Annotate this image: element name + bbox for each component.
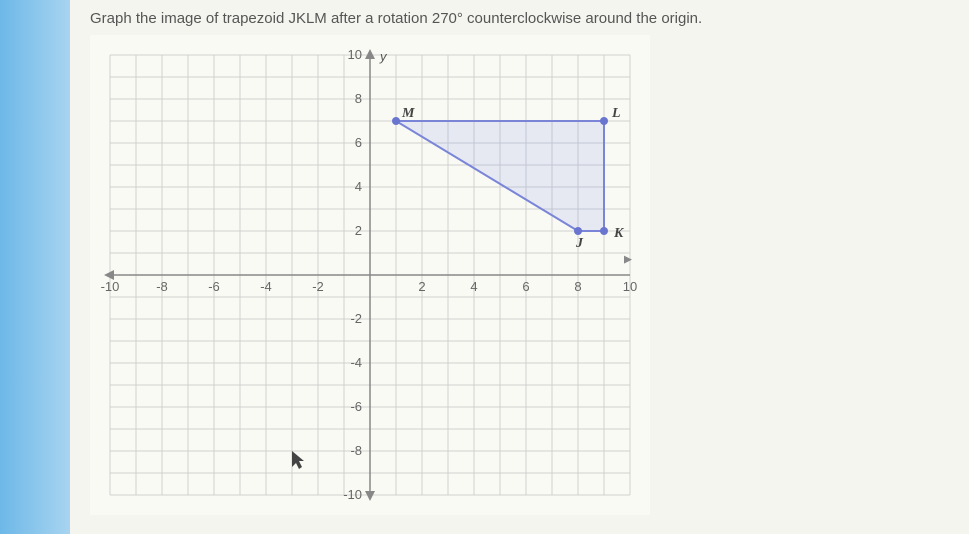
svg-text:10: 10: [623, 279, 637, 294]
vertex-label-k: K: [613, 226, 625, 241]
coordinate-graph[interactable]: y -10 -8 -6 -4 -2 2 4 6 8 10 -10 -8 -6 -4 -2 2 4 6 8 10 J K L M: [90, 35, 650, 515]
svg-text:-6: -6: [350, 399, 362, 414]
vertex-l[interactable]: [600, 117, 608, 125]
svg-text:6: 6: [355, 135, 362, 150]
svg-text:6: 6: [522, 279, 529, 294]
left-sidebar: [0, 0, 70, 534]
svg-text:4: 4: [470, 279, 477, 294]
svg-text:y: y: [379, 49, 388, 64]
svg-text:-8: -8: [350, 443, 362, 458]
graph-svg[interactable]: y -10 -8 -6 -4 -2 2 4 6 8 10 -10 -8 -6 -4 -2 2 4 6 8 10 J K L M: [90, 35, 650, 515]
question-prompt: Graph the image of trapezoid JKLM after …: [90, 10, 949, 27]
svg-text:-2: -2: [350, 311, 362, 326]
svg-text:2: 2: [355, 223, 362, 238]
svg-text:-4: -4: [350, 355, 362, 370]
svg-text:-4: -4: [260, 279, 272, 294]
svg-text:-10: -10: [343, 487, 362, 502]
svg-text:2: 2: [418, 279, 425, 294]
vertex-label-m: M: [401, 106, 415, 121]
svg-text:-8: -8: [156, 279, 168, 294]
vertex-m[interactable]: [392, 117, 400, 125]
cursor-icon: [292, 451, 304, 469]
vertex-j[interactable]: [574, 227, 582, 235]
vertex-label-j: J: [575, 236, 584, 251]
svg-text:10: 10: [348, 47, 362, 62]
svg-text:4: 4: [355, 179, 362, 194]
main-panel: Graph the image of trapezoid JKLM after …: [70, 0, 969, 534]
svg-text:-6: -6: [208, 279, 220, 294]
svg-text:-10: -10: [101, 279, 120, 294]
svg-text:8: 8: [574, 279, 581, 294]
vertex-k[interactable]: [600, 227, 608, 235]
svg-text:8: 8: [355, 91, 362, 106]
vertex-label-l: L: [611, 106, 621, 121]
svg-text:-2: -2: [312, 279, 324, 294]
